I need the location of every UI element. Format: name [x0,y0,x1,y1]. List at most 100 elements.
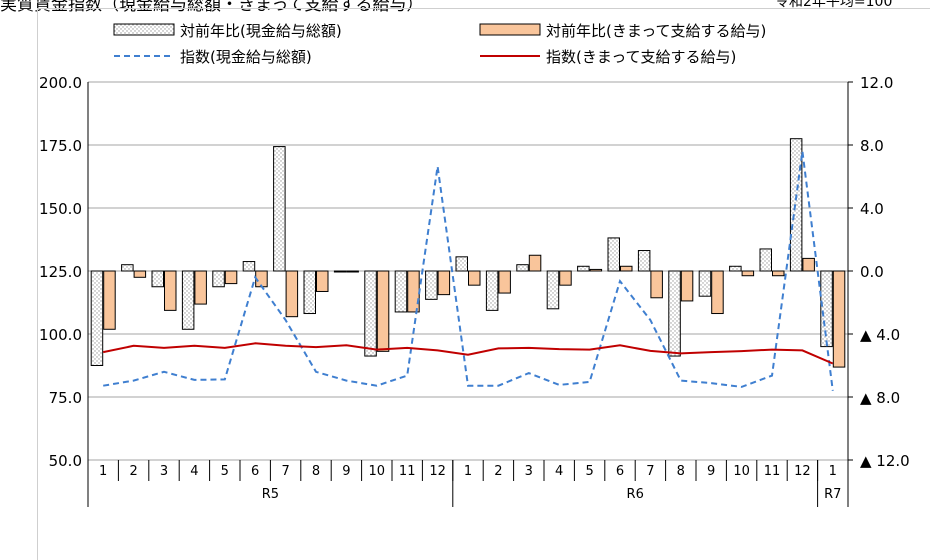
month-tick-label: 11 [764,464,781,479]
bar-scheduled-yoy [772,270,785,277]
legend-label: 対前年比(現金給与総額) [180,22,342,40]
month-tick-label: 6 [616,464,624,479]
left-tick-label: 150.0 [39,200,82,218]
bar-cash-yoy [577,265,590,272]
month-tick-label: 5 [585,464,593,479]
right-tick-label: 8.0 [860,137,884,155]
month-tick-label: 12 [794,464,811,479]
bar-cash-yoy [425,270,438,300]
bar-cash-yoy [455,256,468,272]
bar-cash-yoy [303,270,316,315]
left-tick-label: 200.0 [39,74,82,92]
bar-cash-yoy [820,270,833,348]
bar-scheduled-yoy [224,270,238,285]
bar-scheduled-yoy [133,270,147,278]
bar-scheduled-yoy [650,270,663,299]
bar-cash-yoy [212,270,225,288]
month-tick-label: 1 [464,464,472,479]
bar-cash-yoy [485,270,499,311]
bar-scheduled-yoy [559,270,572,286]
bar-cash-yoy [698,270,712,297]
bar-scheduled-yoy [376,270,390,352]
right-tick-label: ▲ 8.0 [860,389,900,407]
line-cash-index [103,151,834,391]
bar-cash-yoy [151,270,164,288]
bar-cash-yoy [90,270,104,366]
bar-scheduled-yoy [680,270,694,302]
line-scheduled-index [102,342,834,365]
left-tick-label: 50.0 [49,452,82,470]
right-tick-label: 12.0 [860,74,893,92]
right-tick-label: ▲ 12.0 [860,452,910,470]
bar-cash-yoy [607,237,620,272]
bar-scheduled-yoy [164,270,177,311]
legend-label: 対前年比(きまって支給する給与) [546,22,766,40]
month-tick-label: 9 [707,464,715,479]
left-tick-label: 100.0 [39,326,82,344]
bar-cash-yoy [516,264,529,272]
legend-label: 指数(現金給与総額) [180,48,312,66]
month-tick-label: 12 [429,464,446,479]
chart-subtitle: 令和2年平均=100 [775,0,893,10]
month-tick-label: 4 [190,464,198,479]
bar-scheduled-yoy [802,257,815,272]
month-tick-label: 3 [525,464,533,479]
month-tick-label: 5 [221,464,229,479]
bar-cash-yoy [759,248,772,272]
right-tick-label: 4.0 [860,200,884,218]
bar-scheduled-yoy [528,254,542,272]
bar-scheduled-yoy [285,270,299,318]
bar-scheduled-yoy [832,270,846,368]
month-tick-label: 2 [129,464,137,479]
bar-cash-yoy [668,270,681,357]
bar-scheduled-yoy [437,270,451,296]
bar-scheduled-yoy [194,270,207,305]
month-tick-label: 2 [494,464,502,479]
month-tick-label: 4 [555,464,563,479]
bar-scheduled-yoy [589,268,603,272]
bar-scheduled-yoy [346,270,359,273]
month-tick-label: 8 [312,464,320,479]
bar-scheduled-yoy [103,270,116,330]
bar-cash-yoy [333,270,347,273]
right-tick-label: 0.0 [860,263,884,281]
month-tick-label: 10 [369,464,386,479]
month-tick-label: 6 [251,464,259,479]
bar-scheduled-yoy [407,270,420,313]
chart-frame [37,8,930,560]
legend-swatch [113,23,175,36]
bar-cash-yoy [546,270,560,310]
bar-scheduled-yoy [741,270,755,277]
month-tick-label: 10 [733,464,750,479]
bar-cash-yoy [181,270,195,330]
bar-scheduled-yoy [620,265,633,272]
month-tick-label: 9 [342,464,350,479]
legend-label: 指数(きまって支給する給与) [546,48,736,66]
bar-scheduled-yoy [316,270,329,292]
month-tick-label: 1 [829,464,837,479]
bar-cash-yoy [394,270,408,313]
bar-scheduled-yoy [711,270,724,315]
legend-swatch [479,23,541,36]
month-tick-label: 11 [399,464,416,479]
month-tick-label: 7 [646,464,654,479]
right-tick-label: ▲ 4.0 [860,326,900,344]
left-tick-label: 175.0 [39,137,82,155]
bar-cash-yoy [637,250,651,272]
left-tick-label: 125.0 [39,263,82,281]
left-tick-label: 75.0 [49,389,82,407]
month-tick-label: 3 [160,464,168,479]
bar-scheduled-yoy [468,270,481,286]
year-group-label: R6 [627,487,644,502]
month-tick-label: 8 [677,464,685,479]
bar-scheduled-yoy [498,270,511,294]
bar-cash-yoy [121,264,134,272]
bar-cash-yoy [364,270,377,357]
chart-title: 実質賃金指数（現金給与総額・きまって支給する給与） [0,0,424,15]
bar-cash-yoy [729,265,742,272]
year-group-label: R7 [824,487,841,502]
month-tick-label: 1 [99,464,107,479]
bar-cash-yoy [273,146,286,272]
year-group-label: R5 [262,487,279,502]
